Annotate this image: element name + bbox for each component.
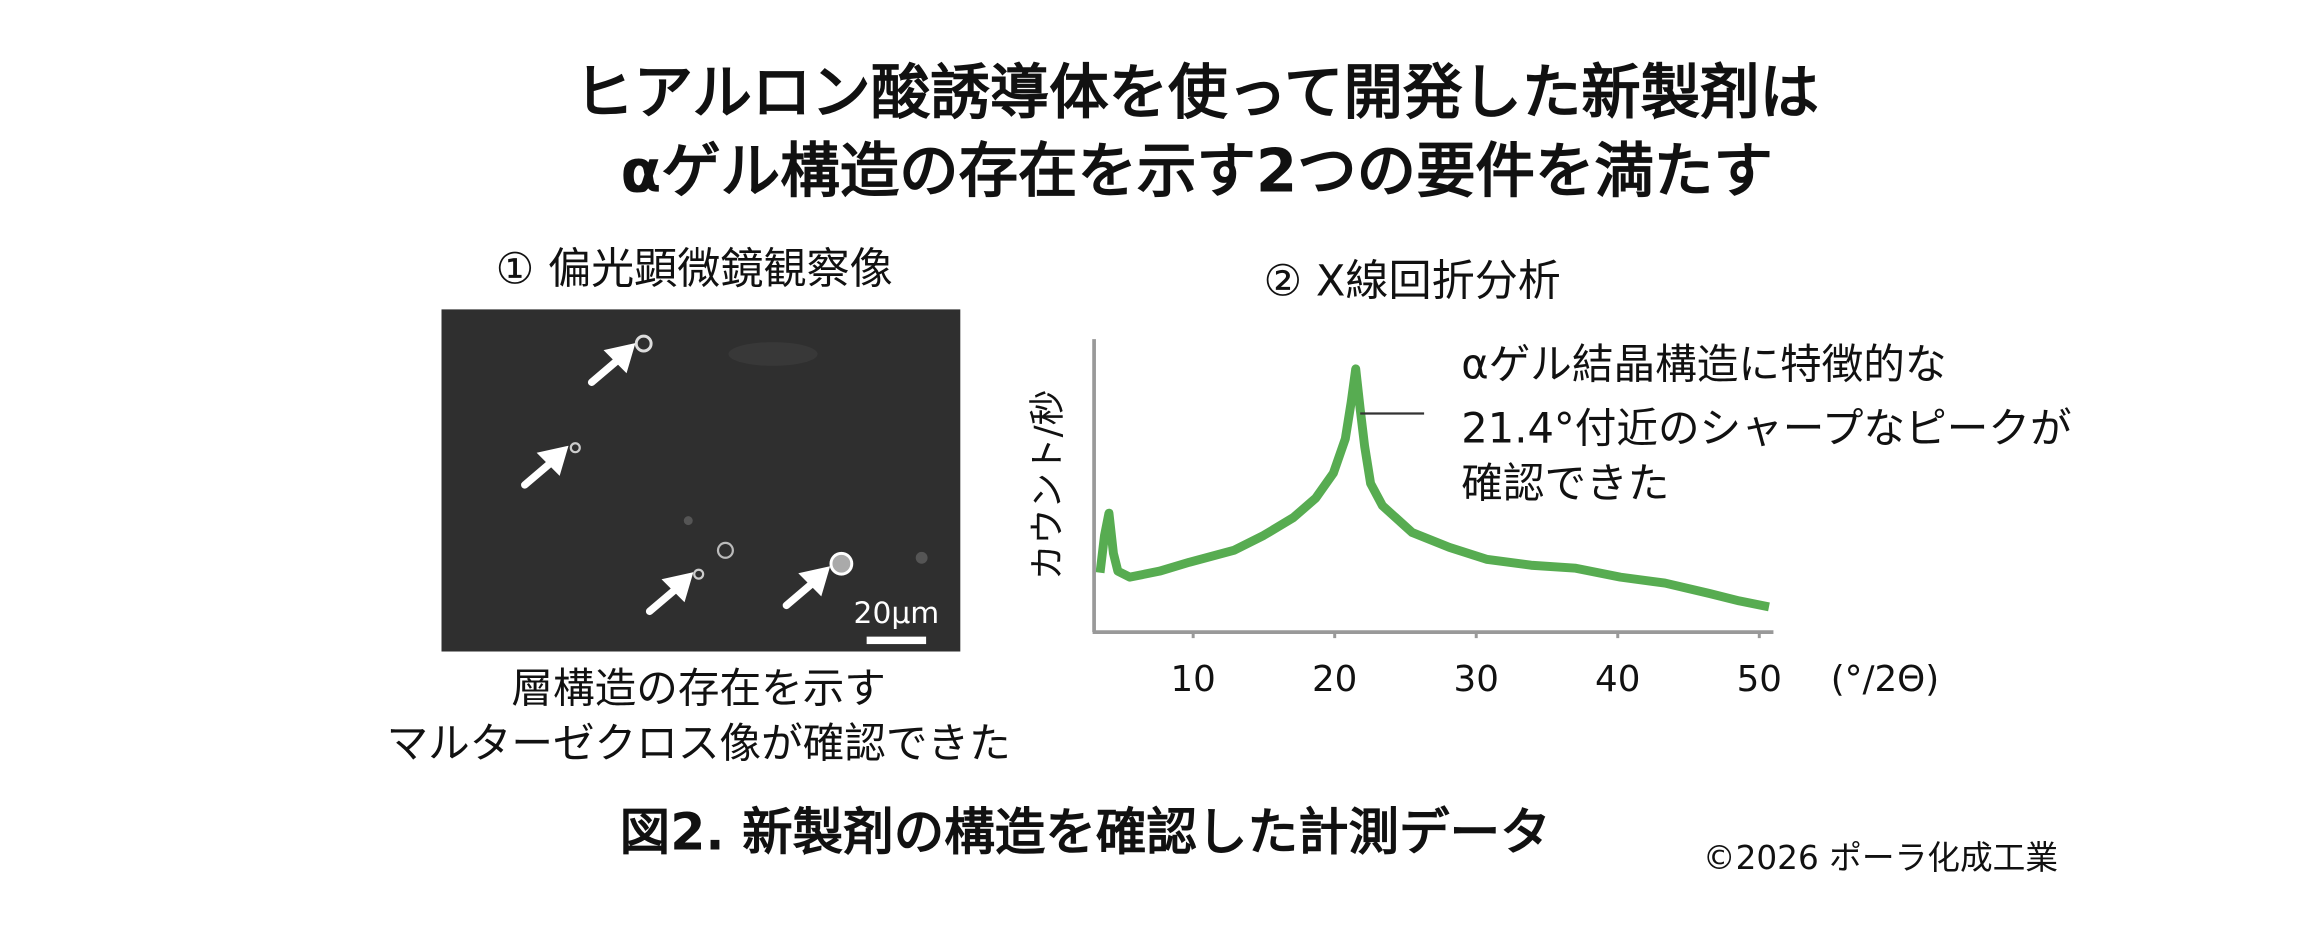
annotation: 21.4°付近のシャープなピークが xyxy=(1461,403,2071,452)
particle xyxy=(634,334,653,353)
scale-bar-label: 20μm xyxy=(854,596,940,631)
y-axis-label: カウント/秒 xyxy=(1028,390,1069,580)
arrow-head xyxy=(798,566,831,597)
x-tick-label: 30 xyxy=(1454,659,1499,700)
x-tick-label: 20 xyxy=(1312,659,1357,700)
arrows xyxy=(521,343,831,616)
x-tick-label: 50 xyxy=(1737,659,1782,700)
arrow-head xyxy=(603,343,636,374)
micrograph: 20μm xyxy=(441,309,961,652)
particle xyxy=(915,551,928,564)
figure-caption: 図2. 新製剤の構造を確認した計測データ xyxy=(620,802,1551,861)
particle xyxy=(693,568,705,580)
diffraction-trace xyxy=(1095,364,1770,612)
scale-bar xyxy=(866,636,927,645)
particle xyxy=(683,516,693,526)
particle xyxy=(829,551,854,576)
particle xyxy=(716,541,734,559)
arrow-head xyxy=(536,445,569,476)
credit: ©2026 ポーラ化成工業 xyxy=(1703,839,2058,877)
panel-heading: ① 偏光顕微鏡観察像 xyxy=(496,245,893,295)
panel-caption: 層構造の存在を示す xyxy=(511,664,886,713)
x-tick-label: 40 xyxy=(1595,659,1640,700)
xrd-chart: カウント/秒 (°/2Θ) αゲル結晶構造に特徴的な 21.4°付近のシャープな… xyxy=(1028,339,2072,700)
x-axis-unit: (°/2Θ) xyxy=(1831,659,1939,700)
particle xyxy=(569,442,581,454)
title-line: ヒアルロン酸誘導体を使って開発した新製剤は xyxy=(574,59,1819,128)
annotation: αゲル結晶構造に特徴的な xyxy=(1461,339,1946,388)
x-tick-label: 10 xyxy=(1170,659,1215,700)
annotation: 確認できた xyxy=(1461,458,1669,507)
title-line: αゲル構造の存在を示す2つの要件を満たす xyxy=(621,138,1773,207)
arrow-head xyxy=(661,572,694,603)
panel-heading: ② X線回折分析 xyxy=(1264,257,1561,307)
photo-texture xyxy=(728,342,818,366)
panel-caption: マルターゼクロス像が確認できた xyxy=(387,719,1011,768)
